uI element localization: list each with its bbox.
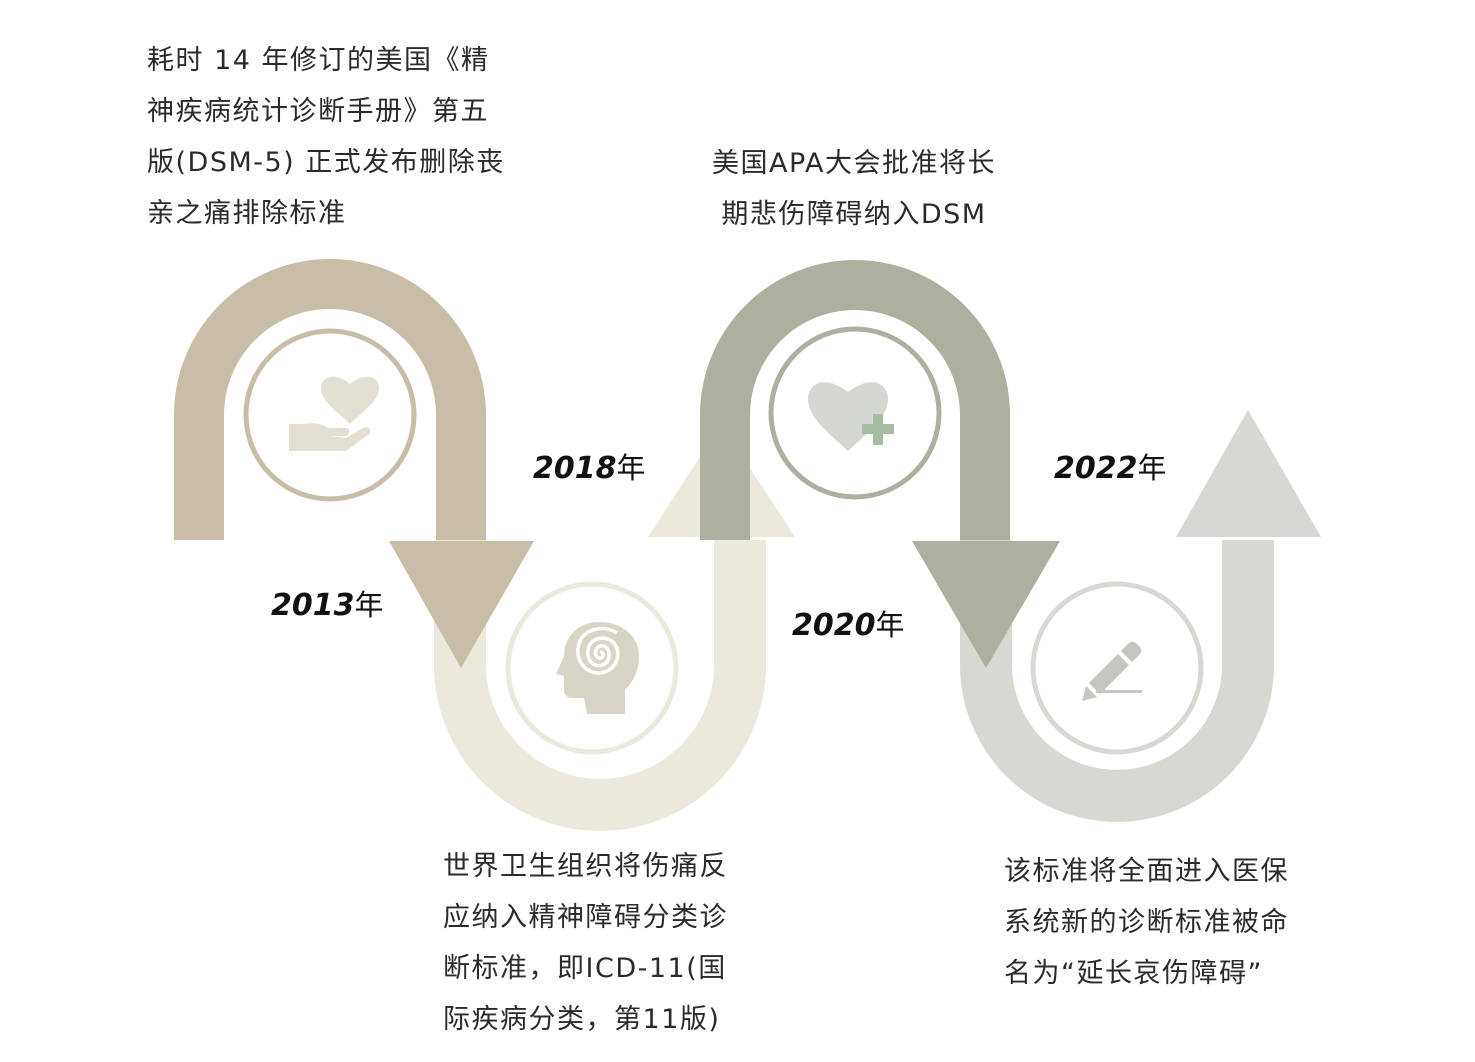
year-number: 2022 bbox=[1054, 451, 1138, 486]
icon-ring-2013 bbox=[243, 328, 417, 502]
event-2020-line: 美国APA大会批准将长 bbox=[712, 148, 996, 179]
year-label-2020: 2020年 bbox=[792, 602, 905, 644]
year-label-2022: 2022年 bbox=[1054, 445, 1167, 487]
event-2013-line: 版(DSM-5) 正式发布删除丧 bbox=[147, 147, 505, 178]
year-number: 2013 bbox=[271, 588, 355, 623]
event-2013-line: 亲之痛排除标准 bbox=[147, 198, 347, 229]
arrow-down-2013 bbox=[389, 541, 534, 668]
event-2013-description: 耗时 14 年修订的美国《精 神疾病统计诊断手册》第五 版(DSM-5) 正式发… bbox=[147, 35, 505, 239]
event-2020-description: 美国APA大会批准将长 期悲伤障碍纳入DSM bbox=[712, 138, 996, 240]
event-2022-line: 该标准将全面进入医保 bbox=[1004, 856, 1289, 887]
event-2022-description: 该标准将全面进入医保 系统新的诊断标准被命 名为“延长哀伤障碍” bbox=[1004, 846, 1289, 999]
pencil-icon bbox=[1082, 641, 1142, 701]
timeline-band-2022 bbox=[960, 540, 1274, 822]
event-2018-line: 际疾病分类，第11版) bbox=[443, 1004, 721, 1035]
arrow-down-2020 bbox=[912, 541, 1060, 668]
year-label-2013: 2013年 bbox=[271, 582, 384, 624]
event-2013-line: 神疾病统计诊断手册》第五 bbox=[147, 96, 489, 127]
year-label-2018: 2018年 bbox=[533, 445, 646, 487]
year-unit: 年 bbox=[1137, 451, 1167, 485]
event-2018-line: 断标准，即ICD-11(国 bbox=[443, 953, 727, 984]
year-number: 2020 bbox=[792, 608, 876, 643]
event-2018-line: 应纳入精神障碍分类诊 bbox=[443, 902, 728, 933]
head-spiral-icon bbox=[556, 622, 639, 714]
year-unit: 年 bbox=[875, 608, 905, 642]
timeline-band-2018 bbox=[434, 540, 766, 831]
year-number: 2018 bbox=[533, 451, 617, 486]
year-unit: 年 bbox=[616, 451, 646, 485]
timeline-band-2013 bbox=[174, 259, 486, 540]
event-2018-line: 世界卫生组织将伤痛反 bbox=[443, 851, 728, 882]
heart-plus-icon bbox=[808, 382, 894, 451]
year-unit: 年 bbox=[354, 588, 384, 622]
event-2020-line: 期悲伤障碍纳入DSM bbox=[721, 199, 987, 230]
event-2013-line: 耗时 14 年修订的美国《精 bbox=[147, 45, 490, 76]
timeline-band-2020 bbox=[700, 260, 1010, 540]
event-2022-line: 系统新的诊断标准被命 bbox=[1004, 907, 1289, 938]
event-2022-line: 名为“延长哀伤障碍” bbox=[1004, 958, 1263, 989]
arrow-up-2022 bbox=[1176, 410, 1321, 537]
event-2018-description: 世界卫生组织将伤痛反 应纳入精神障碍分类诊 断标准，即ICD-11(国 际疾病分… bbox=[443, 841, 728, 1045]
heart-in-hand-icon bbox=[289, 376, 379, 451]
